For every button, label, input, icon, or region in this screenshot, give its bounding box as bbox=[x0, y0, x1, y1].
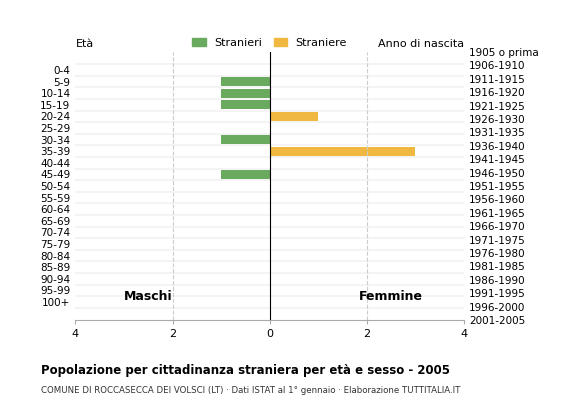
Bar bbox=[270, 112, 318, 121]
Bar bbox=[270, 146, 415, 156]
Text: COMUNE DI ROCCASECCA DEI VOLSCI (LT) · Dati ISTAT al 1° gennaio · Elaborazione T: COMUNE DI ROCCASECCA DEI VOLSCI (LT) · D… bbox=[41, 386, 460, 395]
Text: Popolazione per cittadinanza straniera per età e sesso - 2005: Popolazione per cittadinanza straniera p… bbox=[41, 364, 450, 377]
Text: Maschi: Maschi bbox=[124, 290, 173, 303]
Text: Femmine: Femmine bbox=[359, 290, 423, 303]
Bar bbox=[221, 135, 270, 144]
Legend: Stranieri, Straniere: Stranieri, Straniere bbox=[188, 34, 351, 52]
Text: Anno di nascita: Anno di nascita bbox=[378, 39, 464, 49]
Bar bbox=[221, 77, 270, 86]
Bar bbox=[221, 100, 270, 110]
Text: Età: Età bbox=[75, 39, 93, 49]
Bar bbox=[221, 170, 270, 179]
Bar bbox=[221, 88, 270, 98]
